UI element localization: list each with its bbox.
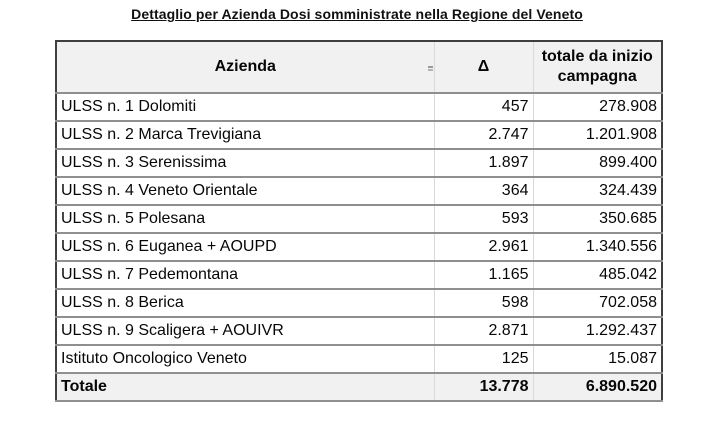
table-row: ULSS n. 8 Berica 598 702.058 — [55, 288, 663, 318]
cell-delta: 125 — [433, 344, 534, 374]
table-row: ULSS n. 5 Polesana 593 350.685 — [55, 204, 663, 234]
cell-totale: 324.439 — [532, 176, 663, 206]
cell-delta: 364 — [433, 176, 534, 206]
cell-delta: 593 — [433, 204, 534, 234]
cell-azienda: ULSS n. 4 Veneto Orientale — [55, 176, 435, 206]
cell-totale: 485.042 — [532, 260, 663, 290]
table-row: ULSS n. 2 Marca Trevigiana 2.747 1.201.9… — [55, 120, 663, 150]
cell-azienda: ULSS n. 2 Marca Trevigiana — [55, 120, 435, 150]
cell-total-label: Totale — [55, 372, 435, 402]
table-row: ULSS n. 3 Serenissima 1.897 899.400 — [55, 148, 663, 178]
page-title: Dettaglio per Azienda Dosi somministrate… — [131, 6, 583, 22]
table-row: ULSS n. 9 Scaligera + AOUIVR 2.871 1.292… — [55, 316, 663, 346]
cell-total-delta: 13.778 — [433, 372, 534, 402]
cell-delta: 2.871 — [433, 316, 534, 346]
doses-table: Azienda Δ totale da inizio campagna ULSS… — [55, 40, 663, 402]
column-header-delta: Δ — [433, 41, 534, 94]
cell-totale: 702.058 — [532, 288, 663, 318]
column-header-totale: totale da inizio campagna — [532, 41, 663, 94]
cell-azienda: ULSS n. 1 Dolomiti — [55, 92, 435, 122]
cell-azienda: ULSS n. 9 Scaligera + AOUIVR — [55, 316, 435, 346]
cell-delta: 1.897 — [433, 148, 534, 178]
cell-azienda: ULSS n. 8 Berica — [55, 288, 435, 318]
cell-totale: 15.087 — [532, 344, 663, 374]
cell-totale: 1.292.437 — [532, 316, 663, 346]
total-row: Totale 13.778 6.890.520 — [55, 372, 663, 402]
table-row: ULSS n. 7 Pedemontana 1.165 485.042 — [55, 260, 663, 290]
cell-total-totale: 6.890.520 — [532, 372, 663, 402]
cell-azienda: ULSS n. 6 Euganea + AOUPD — [55, 232, 435, 262]
table-body: ULSS n. 1 Dolomiti 457 278.908 ULSS n. 2… — [55, 92, 663, 402]
table-header: Azienda Δ totale da inizio campagna — [55, 41, 663, 94]
cell-azienda: ULSS n. 3 Serenissima — [55, 148, 435, 178]
cell-delta: 1.165 — [433, 260, 534, 290]
cell-totale: 1.340.556 — [532, 232, 663, 262]
cell-totale: 350.685 — [532, 204, 663, 234]
table-row: ULSS n. 6 Euganea + AOUPD 2.961 1.340.55… — [55, 232, 663, 262]
cell-delta: 457 — [433, 92, 534, 122]
cell-azienda: ULSS n. 7 Pedemontana — [55, 260, 435, 290]
table-row: ULSS n. 4 Veneto Orientale 364 324.439 — [55, 176, 663, 206]
cell-delta: 598 — [433, 288, 534, 318]
column-resize-mark — [428, 66, 433, 68]
table-row: Istituto Oncologico Veneto 125 15.087 — [55, 344, 663, 374]
cell-totale: 899.400 — [532, 148, 663, 178]
cell-azienda: Istituto Oncologico Veneto — [55, 344, 435, 374]
cell-delta: 2.747 — [433, 120, 534, 150]
cell-delta: 2.961 — [433, 232, 534, 262]
cell-totale: 278.908 — [532, 92, 663, 122]
header-row: Azienda Δ totale da inizio campagna — [55, 41, 663, 94]
cell-azienda: ULSS n. 5 Polesana — [55, 204, 435, 234]
column-header-azienda: Azienda — [55, 41, 435, 94]
table-row: ULSS n. 1 Dolomiti 457 278.908 — [55, 92, 663, 122]
cell-totale: 1.201.908 — [532, 120, 663, 150]
